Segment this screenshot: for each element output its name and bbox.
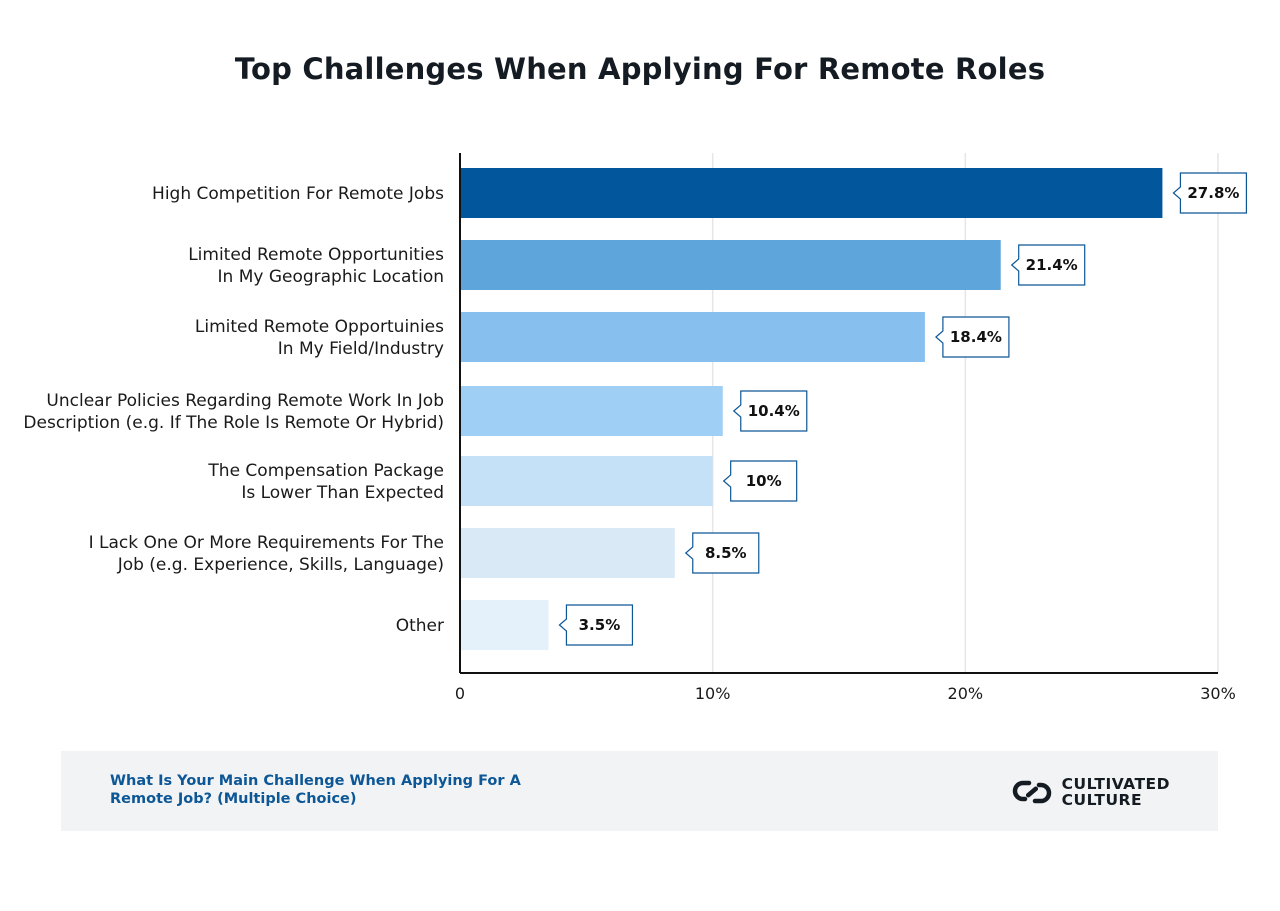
brand-name-line1: CULTIVATED — [1061, 775, 1170, 793]
brand-name-line2: CULTURE — [1061, 791, 1143, 809]
data-label: 18.4% — [950, 328, 1002, 346]
callout-box — [1172, 172, 1248, 214]
bar — [460, 600, 549, 650]
data-label: 27.8% — [1187, 184, 1239, 202]
category-labels: High Competition For Remote Jobs Limited … — [23, 184, 444, 636]
data-labels: 27.8% 21.4% 18.4% 10.4% 10% 8.5% 3.5% — [558, 172, 1248, 646]
category-label: The Compensation Package Is Lower Than Ex… — [207, 461, 444, 503]
data-label-callout: 18.4% — [934, 316, 1010, 358]
chart-title: Top Challenges When Applying For Remote … — [234, 52, 1046, 86]
data-label-callout: 27.8% — [1172, 172, 1248, 214]
data-label: 10.4% — [748, 402, 800, 420]
category-label: Limited Remote Opportuinies In My Field/I… — [195, 317, 444, 359]
callout-box — [732, 390, 808, 432]
category-label: Unclear Policies Regarding Remote Work I… — [23, 391, 444, 433]
data-label-callout: 8.5% — [684, 532, 760, 574]
category-label: I Lack One Or More Requirements For The J… — [89, 533, 444, 575]
bar — [460, 168, 1163, 218]
callout-box — [722, 460, 798, 502]
category-label: High Competition For Remote Jobs — [152, 184, 444, 204]
x-tick-label: 0 — [455, 684, 465, 703]
brand-name: CULTIVATED CULTURE — [1062, 776, 1170, 808]
x-tick-label: 20% — [948, 684, 984, 703]
data-label-callout: 3.5% — [558, 604, 634, 646]
survey-question: What Is Your Main Challenge When Applyin… — [110, 773, 521, 807]
bar — [460, 240, 1001, 290]
bar — [460, 386, 723, 436]
category-label: Other — [396, 616, 444, 636]
bar — [460, 312, 925, 362]
callout-box — [558, 604, 634, 646]
chain-link-icon — [1012, 780, 1051, 804]
brand: CULTIVATED CULTURE — [1012, 775, 1170, 809]
axes — [459, 153, 1218, 674]
data-label-callout: 10.4% — [732, 390, 808, 432]
bar — [460, 528, 675, 578]
data-label-callout: 10% — [722, 460, 798, 502]
bars — [460, 168, 1163, 650]
data-label: 8.5% — [705, 544, 747, 562]
data-label: 10% — [746, 472, 782, 490]
callout-box — [1010, 244, 1086, 286]
callout-box — [934, 316, 1010, 358]
data-label: 21.4% — [1026, 256, 1078, 274]
x-tick-label: 10% — [695, 684, 731, 703]
category-label: Limited Remote Opportunities In My Geogra… — [188, 245, 444, 287]
footer-panel: What Is Your Main Challenge When Applyin… — [61, 751, 1218, 831]
bar-chart: High Competition For Remote Jobs Limited … — [23, 153, 1248, 703]
callout-box — [684, 532, 760, 574]
data-label-callout: 21.4% — [1010, 244, 1086, 286]
data-label: 3.5% — [579, 616, 621, 634]
x-tick-label: 30% — [1200, 684, 1236, 703]
bar — [460, 456, 713, 506]
x-tick-labels: 0 10% 20% 30% — [455, 684, 1236, 703]
